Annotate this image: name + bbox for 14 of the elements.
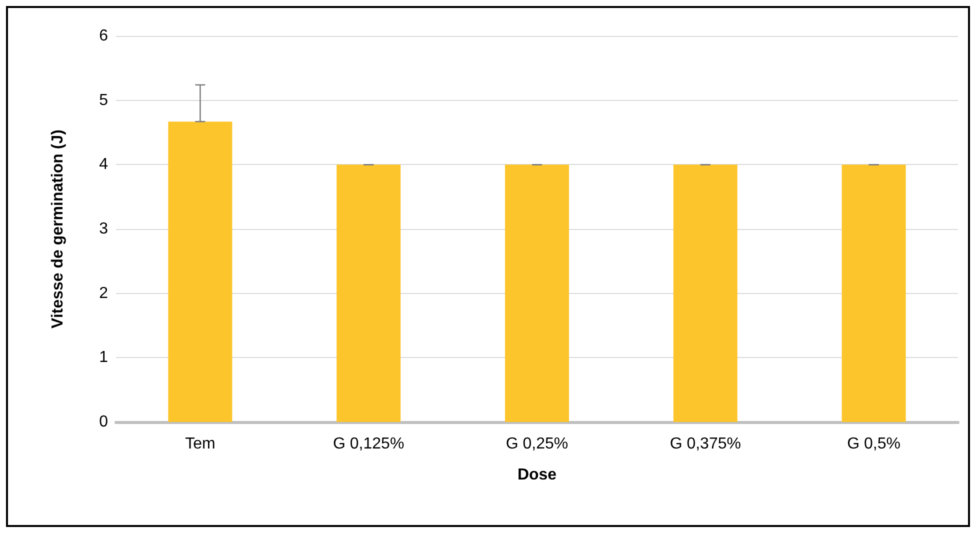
x-tick-label: Tem xyxy=(185,436,216,452)
x-tick-label: G 0,125% xyxy=(333,436,404,452)
y-tick-label: 4 xyxy=(99,156,108,174)
y-tick-label: 1 xyxy=(99,349,108,366)
x-tick-label: G 0,5% xyxy=(847,436,900,452)
y-tick-label: 3 xyxy=(99,220,108,238)
x-tick-label: G 0,25% xyxy=(506,436,568,452)
x-tick-label: G 0,375% xyxy=(670,436,741,452)
y-tick-label: 6 xyxy=(99,28,108,44)
y-tick-label: 5 xyxy=(99,92,108,109)
y-tick-label: 2 xyxy=(99,284,108,302)
y-axis-title: Vitesse de germination (J) xyxy=(50,130,66,328)
y-tick-label: 0 xyxy=(99,414,108,430)
x-axis-title: Dose xyxy=(517,466,557,484)
